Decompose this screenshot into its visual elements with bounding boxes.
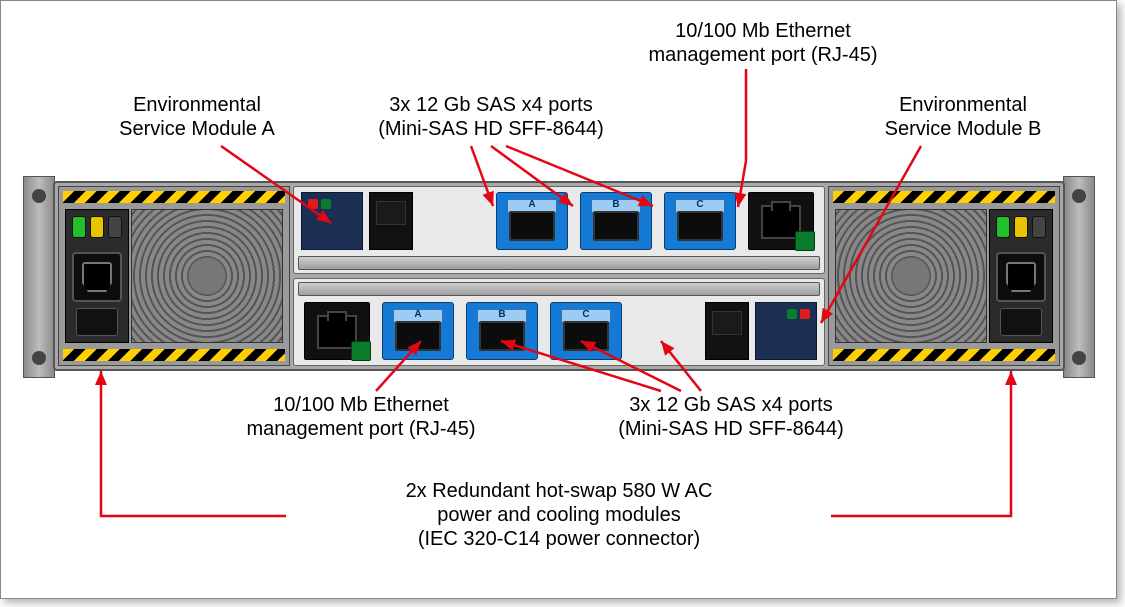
psu-control-column — [65, 209, 129, 343]
psu-leds — [72, 216, 122, 238]
port-letter: B — [581, 199, 651, 210]
caution-stripe — [833, 349, 1055, 361]
ok-led-icon — [321, 199, 331, 209]
sas-port-c: C — [664, 192, 736, 250]
psu-module-right — [828, 186, 1060, 366]
mount-hole — [1072, 189, 1086, 203]
rack-ear-right — [1063, 176, 1095, 378]
callout-label-sas-top: 3x 12 Gb SAS x4 ports (Mini-SAS HD SFF-8… — [331, 93, 651, 141]
callout-label-esm-b: Environmental Service Module B — [833, 93, 1093, 141]
led-power-ok-icon — [996, 216, 1010, 238]
callout-label-sas-bot: 3x 12 Gb SAS x4 ports (Mini-SAS HD SFF-8… — [571, 393, 891, 441]
power-rocker-switch — [1000, 308, 1042, 336]
psu-module-left — [58, 186, 290, 366]
mgmt-icon — [351, 341, 371, 361]
esm-handle — [298, 256, 820, 270]
sas-port-b: B — [466, 302, 538, 360]
fan-grille-icon — [835, 209, 987, 343]
callout-label-esm-a: Environmental Service Module A — [67, 93, 327, 141]
mount-hole — [32, 189, 46, 203]
port-letter: C — [665, 199, 735, 210]
esm-module-a: A B C — [293, 186, 825, 274]
seven-segment-id — [705, 302, 749, 360]
mgmt-rj45-port — [304, 302, 370, 360]
iec-c14-inlet — [72, 252, 122, 302]
power-rocker-switch — [76, 308, 118, 336]
led-off-icon — [108, 216, 122, 238]
callout-label-eth-top: 10/100 Mb Ethernet management port (RJ-4… — [603, 19, 923, 67]
seven-segment-id — [369, 192, 413, 250]
mount-hole — [1072, 351, 1086, 365]
led-attention-icon — [1014, 216, 1028, 238]
esm-id-block — [301, 192, 363, 250]
port-letter: B — [467, 309, 537, 320]
port-letter: A — [497, 199, 567, 210]
esm-module-b: C B A — [293, 278, 825, 366]
esm-id-block — [755, 302, 817, 360]
ok-led-icon — [787, 309, 797, 319]
port-letter: C — [551, 309, 621, 320]
led-off-icon — [1032, 216, 1046, 238]
mgmt-rj45-port — [748, 192, 814, 250]
fault-led-icon — [800, 309, 810, 319]
sas-port-a: A — [382, 302, 454, 360]
sas-port-a: A — [496, 192, 568, 250]
rack-ear-left — [23, 176, 55, 378]
caution-stripe — [63, 349, 285, 361]
chassis-body: A B C — [53, 181, 1065, 371]
fault-led-icon — [308, 199, 318, 209]
psu-control-column — [989, 209, 1053, 343]
chassis-rear-view: A B C — [23, 176, 1095, 376]
mgmt-icon — [795, 231, 815, 251]
mount-hole — [32, 351, 46, 365]
diagram-frame: { "labels": { "eth_top": "10/100 Mb Ethe… — [0, 0, 1117, 599]
led-power-ok-icon — [72, 216, 86, 238]
caution-stripe — [63, 191, 285, 203]
callout-label-psu: 2x Redundant hot-swap 580 W AC power and… — [289, 479, 829, 551]
psu-leds — [996, 216, 1046, 238]
fan-grille-icon — [131, 209, 283, 343]
caution-stripe — [833, 191, 1055, 203]
sas-port-c: C — [550, 302, 622, 360]
esm-stack: A B C — [293, 186, 825, 366]
sas-port-b: B — [580, 192, 652, 250]
port-letter: A — [383, 309, 453, 320]
esm-handle — [298, 282, 820, 296]
led-attention-icon — [90, 216, 104, 238]
callout-label-eth-bot: 10/100 Mb Ethernet management port (RJ-4… — [201, 393, 521, 441]
iec-c14-inlet — [996, 252, 1046, 302]
